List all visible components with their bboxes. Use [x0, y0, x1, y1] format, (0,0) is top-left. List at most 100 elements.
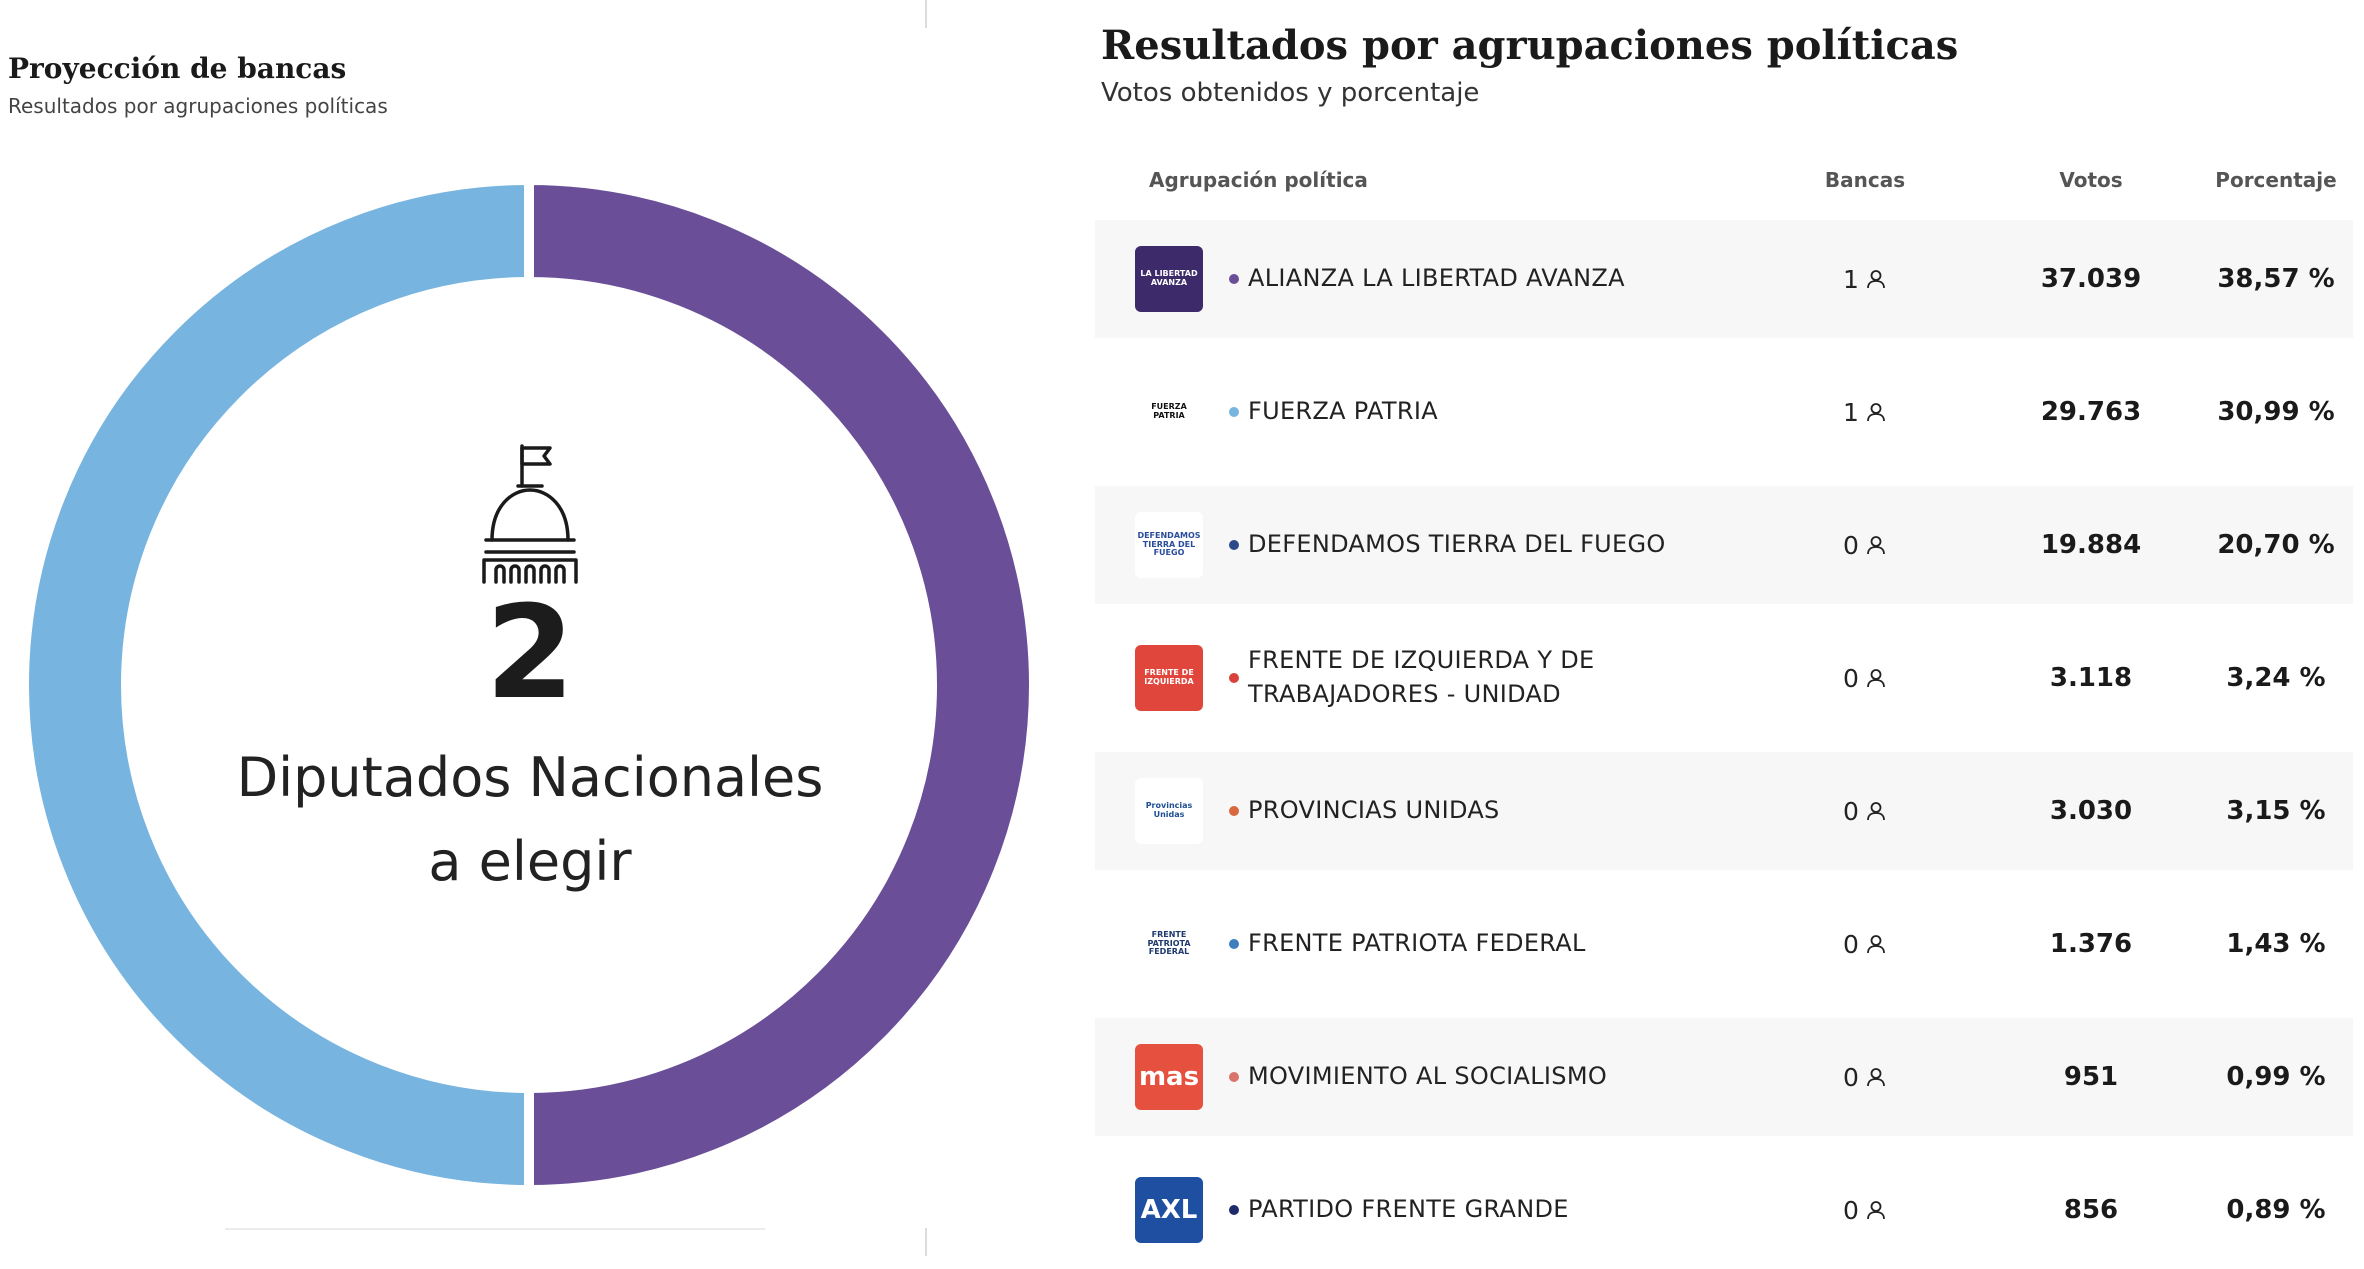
logo-text: LA LIBERTAD AVANZA — [1140, 269, 1198, 287]
party-seats: 1 — [1800, 353, 1930, 471]
party-name: FRENTE PATRIOTA FEDERAL — [1248, 885, 1788, 1003]
column-header-party: Agrupación política — [1149, 168, 1368, 192]
seat-projection-title: Proyección de bancas — [8, 52, 347, 85]
party-color-dot — [1229, 407, 1239, 417]
logo-text: FUERZA PATRIA — [1151, 402, 1187, 420]
party-name: ALIANZA LA LIBERTAD AVANZA — [1248, 220, 1788, 338]
party-votes: 3.030 — [2049, 796, 2133, 826]
party-name-text: DEFENDAMOS TIERRA DEL FUEGO — [1248, 530, 1666, 559]
libertad-avanza-logo: LA LIBERTAD AVANZA — [1135, 246, 1203, 312]
table-row[interactable]: FUERZA PATRIA FUERZA PATRIA 1 29.763 30,99 % — [1095, 353, 2353, 471]
seat-count: 2 — [485, 579, 575, 728]
party-votes: 19.884 — [2040, 530, 2142, 560]
defendamos-tierra-del-fuego-logo: DEFENDAMOS TIERRA DEL FUEGO — [1135, 512, 1203, 578]
party-seats: 0 — [1800, 1151, 1930, 1269]
party-percentage: 0,89 % — [2226, 1195, 2326, 1225]
party-name-text: FRENTE DE IZQUIERDA Y DE TRABAJADORES - … — [1248, 646, 1595, 708]
column-header-votes: Votos — [2059, 168, 2123, 192]
party-percentage: 3,15 % — [2226, 796, 2326, 826]
seats-value: 1 — [1843, 397, 1859, 427]
party-color-dot — [1229, 939, 1239, 949]
table-row[interactable]: DEFENDAMOS TIERRA DEL FUEGO DEFENDAMOS TI… — [1095, 486, 2353, 604]
person-icon — [1867, 935, 1885, 954]
results-title: Resultados por agrupaciones políticas — [1101, 22, 1959, 69]
person-icon — [1867, 1201, 1885, 1220]
party-color-dot — [1229, 673, 1239, 683]
axl-logo: AXL — [1135, 1177, 1203, 1243]
party-votes: 856 — [2063, 1195, 2119, 1225]
column-header-percentage: Porcentaje — [2215, 168, 2337, 192]
seats-value: 1 — [1843, 264, 1859, 294]
person-icon — [1867, 1068, 1885, 1087]
person-icon — [1867, 536, 1885, 555]
seat-projection-subtitle: Resultados por agrupaciones políticas — [8, 94, 388, 118]
seat-caption-line1: Diputados Nacionales — [236, 746, 824, 809]
column-header-seats: Bancas — [1824, 168, 1906, 192]
party-percentage: 20,70 % — [2217, 530, 2335, 560]
party-name: PROVINCIAS UNIDAS — [1248, 752, 1788, 870]
top-divider — [925, 0, 927, 28]
party-name: FUERZA PATRIA — [1248, 353, 1788, 471]
table-row[interactable]: AXL PARTIDO FRENTE GRANDE 0 856 0,89 % — [1095, 1151, 2353, 1269]
capitol-building-icon — [482, 444, 578, 584]
frente-patriota-federal-logo: FRENTE PATRIOTA FEDERAL — [1135, 911, 1203, 977]
results-panel: Resultados por agrupaciones políticas Vo… — [1095, 0, 2364, 1256]
party-percentage: 3,24 % — [2226, 663, 2326, 693]
seat-caption: Diputados Nacionales a elegir — [120, 736, 940, 903]
logo-text: FRENTE DE IZQUIERDA — [1144, 668, 1194, 686]
bottom-divider — [925, 1228, 927, 1256]
seats-value: 0 — [1843, 929, 1859, 959]
party-name: FRENTE DE IZQUIERDA Y DE TRABAJADORES - … — [1248, 619, 1788, 737]
table-row[interactable]: mas MOVIMIENTO AL SOCIALISMO 0 951 0,99 % — [1095, 1018, 2353, 1136]
party-votes: 37.039 — [2040, 264, 2142, 294]
provincias-unidas-logo: Provincias Unidas — [1135, 778, 1203, 844]
logo-text: Provincias Unidas — [1145, 801, 1193, 819]
seats-value: 0 — [1843, 663, 1859, 693]
left-bottom-line — [225, 1228, 765, 1230]
person-icon — [1867, 403, 1885, 422]
fuerza-patria-logo: FUERZA PATRIA — [1135, 379, 1203, 445]
party-seats: 0 — [1800, 1018, 1930, 1136]
party-color-dot — [1229, 1205, 1239, 1215]
party-color-dot — [1229, 274, 1239, 284]
party-name-text: FRENTE PATRIOTA FEDERAL — [1248, 929, 1586, 958]
party-color-dot — [1229, 806, 1239, 816]
logo-text: DEFENDAMOS TIERRA DEL FUEGO — [1137, 530, 1201, 558]
party-percentage: 1,43 % — [2226, 929, 2326, 959]
person-icon — [1867, 802, 1885, 821]
logo-text: FRENTE PATRIOTA FEDERAL — [1147, 929, 1191, 957]
seat-summary: 2 Diputados Nacionales a elegir — [120, 440, 940, 903]
party-name: DEFENDAMOS TIERRA DEL FUEGO — [1248, 486, 1788, 604]
party-name: PARTIDO FRENTE GRANDE — [1248, 1151, 1788, 1269]
seats-value: 0 — [1843, 796, 1859, 826]
donut-slice-0[interactable] — [524, 180, 1034, 1190]
party-name: MOVIMIENTO AL SOCIALISMO — [1248, 1018, 1788, 1136]
seats-value: 0 — [1843, 1062, 1859, 1092]
table-row[interactable]: LA LIBERTAD AVANZA ALIANZA LA LIBERTAD AV… — [1095, 220, 2353, 338]
party-color-dot — [1229, 1072, 1239, 1082]
party-seats: 1 — [1800, 220, 1930, 338]
table-row[interactable]: Provincias Unidas PROVINCIAS UNIDAS 0 3.030… — [1095, 752, 2353, 870]
frente-de-izquierda-logo: FRENTE DE IZQUIERDA — [1135, 645, 1203, 711]
table-row[interactable]: FRENTE DE IZQUIERDA FRENTE DE IZQUIERDA Y… — [1095, 619, 2353, 737]
seats-value: 0 — [1843, 1195, 1859, 1225]
party-votes: 1.376 — [2049, 929, 2133, 959]
party-color-dot — [1229, 540, 1239, 550]
party-percentage: 38,57 % — [2217, 264, 2335, 294]
person-icon — [1867, 669, 1885, 688]
seats-value: 0 — [1843, 530, 1859, 560]
table-row[interactable]: FRENTE PATRIOTA FEDERAL FRENTE PATRIOTA F… — [1095, 885, 2353, 1003]
logo-text: mas — [1138, 1061, 1200, 1092]
results-table-header: Agrupación política Bancas Votos Porcent… — [1095, 168, 2353, 208]
party-percentage: 30,99 % — [2217, 397, 2335, 427]
party-name-text: FUERZA PATRIA — [1248, 397, 1438, 426]
results-subtitle: Votos obtenidos y porcentaje — [1101, 78, 1480, 108]
party-name-text: MOVIMIENTO AL SOCIALISMO — [1248, 1062, 1608, 1091]
party-name-text: ALIANZA LA LIBERTAD AVANZA — [1248, 264, 1625, 293]
mas-logo: mas — [1135, 1044, 1203, 1110]
seat-donut-chart — [24, 180, 1034, 1190]
party-name-text: PROVINCIAS UNIDAS — [1248, 796, 1500, 825]
party-seats: 0 — [1800, 486, 1930, 604]
donut-slice-1[interactable] — [24, 180, 534, 1190]
party-seats: 0 — [1800, 885, 1930, 1003]
